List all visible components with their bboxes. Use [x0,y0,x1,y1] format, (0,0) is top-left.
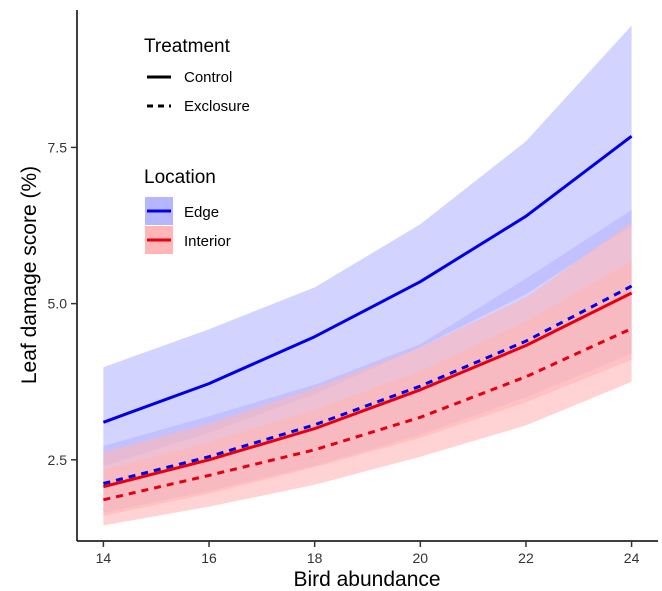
x-tick-label: 20 [413,550,429,566]
legend: Treatment Control Exclosure Location Edg… [144,36,250,254]
series-line-edge-control [102,135,633,424]
x-axis-title: Bird abundance [293,568,440,591]
y-axis-title: Leaf damage score (%) [18,166,41,384]
x-tick-label: 24 [624,550,640,566]
y-tick-label: 7.5 [48,139,68,155]
x-axis-ticks: 14 16 18 20 22 24 [96,541,640,566]
ci-band-interior-exclosure [103,261,632,526]
x-tick-label: 22 [518,550,534,566]
series-line-edge-exclosure [103,284,633,485]
ci-band-edge-control [103,25,632,466]
legend-title-treatment: Treatment [144,36,231,57]
legend-title-location: Location [144,167,216,188]
confidence-bands [103,25,632,526]
y-axis-ticks: 2.5 5.0 7.5 [48,139,77,468]
x-tick-label: 14 [96,550,112,566]
y-tick-label: 5.0 [48,296,68,312]
legend-label-exclosure: Exclosure [184,98,250,115]
legend-label-control: Control [184,69,232,86]
series-lines [102,135,633,502]
legend-label-interior: Interior [184,233,231,250]
series-line-interior-control [103,291,633,489]
x-tick-label: 18 [307,550,323,566]
x-tick-label: 16 [201,550,217,566]
legend-label-edge: Edge [184,204,219,221]
series-line-interior-exclosure [103,327,633,502]
y-tick-label: 2.5 [48,452,68,468]
